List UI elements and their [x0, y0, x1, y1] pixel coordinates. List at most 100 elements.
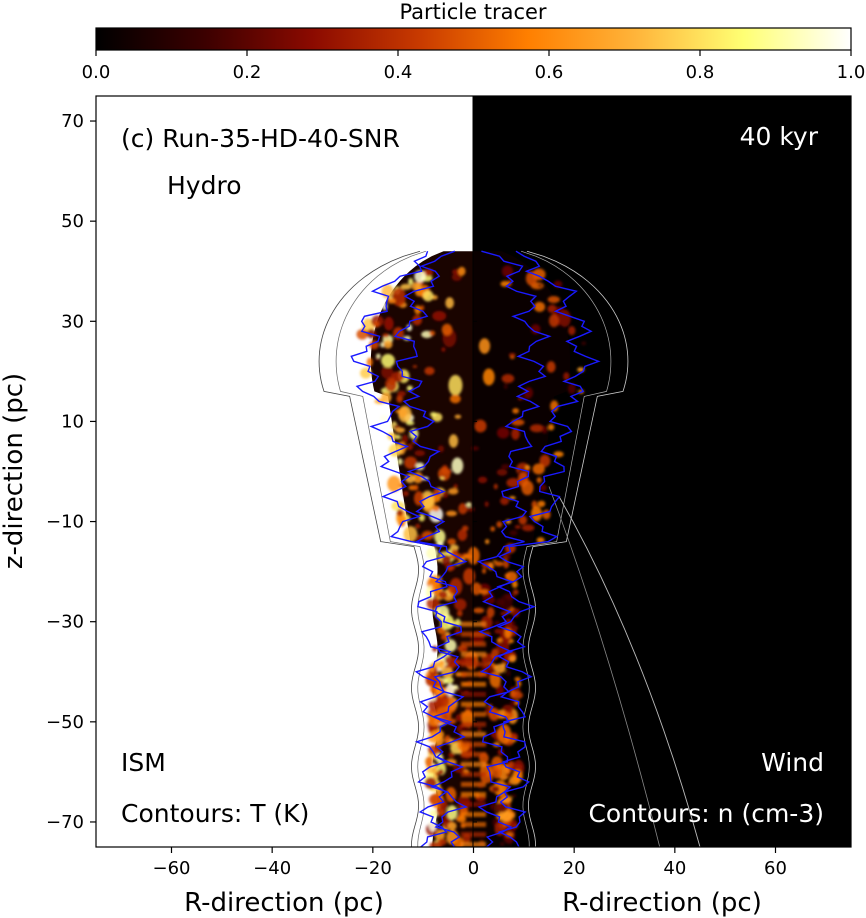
tracer-blob	[385, 377, 397, 392]
tracer-blob	[505, 571, 518, 582]
tracer-blob	[414, 450, 426, 457]
tracer-blob	[375, 353, 381, 359]
tracer-blob	[441, 347, 446, 352]
tracer-blob	[514, 525, 521, 529]
x-tick-label: 20	[563, 858, 586, 879]
tracer-blob	[533, 301, 546, 313]
tracer-blob	[505, 593, 516, 601]
tracer-blob	[383, 339, 393, 349]
tracer-blob	[505, 670, 511, 676]
tracer-blob	[511, 428, 520, 440]
tracer-blob	[466, 502, 472, 508]
tracer-blob	[449, 394, 461, 404]
tracer-blob	[415, 523, 421, 529]
tracer-blob	[532, 463, 545, 475]
tracer-blob	[426, 547, 439, 560]
density-contour-inner	[476, 250, 552, 847]
tracer-blob	[509, 655, 517, 663]
tracer-blob	[491, 785, 500, 793]
tracer-blob	[494, 663, 506, 674]
tracer-blob	[512, 408, 520, 414]
plume-core-right	[473, 251, 571, 847]
tracer-blob	[437, 445, 445, 453]
tracer-blob	[396, 394, 403, 403]
x-axis-label-left: R-direction (pc)	[184, 888, 384, 918]
tracer-blob	[500, 464, 510, 469]
left-contours-label: Contours: T (K)	[121, 799, 309, 828]
run-label: (c) Run-35-HD-40-SNR	[121, 124, 400, 153]
tracer-blob	[420, 305, 425, 311]
tracer-blob	[511, 418, 525, 426]
tracer-blob	[422, 290, 434, 302]
tracer-blob	[437, 769, 444, 775]
tracer-blob	[448, 374, 463, 396]
tracer-blob	[508, 760, 515, 768]
tracer-blob	[395, 409, 401, 413]
tracer-blob	[439, 476, 445, 480]
wind-label: Wind	[761, 748, 824, 777]
x-tick-label: −20	[354, 858, 392, 879]
tracer-blob	[490, 526, 496, 532]
colorbar-tick-label: 1.0	[837, 62, 866, 83]
tracer-blob	[536, 477, 542, 483]
tracer-blob	[530, 324, 541, 335]
tracer-blob	[381, 353, 395, 368]
tracer-blob	[401, 434, 409, 444]
tracer-blob	[496, 802, 509, 813]
contour-lines	[318, 250, 701, 847]
tracer-blob	[447, 821, 457, 831]
tracer-blob	[381, 391, 392, 403]
density-contour-outer	[526, 250, 629, 847]
temperature-contour-outer	[318, 250, 421, 847]
tracer-blob	[404, 456, 418, 469]
tracer-blob	[414, 270, 426, 283]
tracer-blob	[494, 561, 504, 567]
density-contour-inner	[496, 250, 601, 847]
tracer-blob	[466, 506, 475, 512]
wind-shock-contour	[548, 486, 661, 847]
tracer-blob	[366, 357, 373, 367]
tracer-blob	[412, 314, 423, 326]
tracer-blob	[432, 310, 447, 322]
colorbar-tick-label: 0.2	[233, 62, 262, 83]
tracer-blob	[402, 490, 409, 497]
tracer-blob	[486, 606, 495, 618]
tracer-blob	[441, 323, 453, 336]
tracer-blob	[403, 526, 418, 543]
tracer-blob	[506, 782, 512, 786]
y-tick-label: 50	[61, 211, 84, 232]
tracer-blob	[531, 505, 542, 522]
right-contours-label: Contours: n (cm-3)	[588, 799, 824, 828]
tracer-blob	[397, 407, 408, 418]
colorbar-tick-label: 0.8	[686, 62, 715, 83]
tracer-blob	[449, 544, 459, 551]
tracer-blob	[447, 538, 457, 545]
tracer-blob	[425, 756, 434, 768]
tracer-blob	[506, 477, 520, 488]
colorbar-tick-label: 0.6	[535, 62, 564, 83]
tracer-blob	[446, 805, 458, 821]
tracer-blob	[482, 368, 495, 386]
tracer-blob	[492, 560, 497, 563]
tracer-blob	[429, 506, 444, 523]
tracer-blob	[379, 414, 389, 422]
tracer-blob	[511, 608, 520, 618]
tracer-blob	[496, 637, 503, 643]
y-axis-ticks: 70 50 30 10 −10 −30 −50 −70	[46, 111, 477, 833]
tracer-blob	[498, 810, 512, 822]
tracer-blob	[445, 297, 454, 309]
tracer-blob	[382, 333, 390, 338]
tracer-blob	[458, 503, 468, 515]
plot-area	[95, 95, 852, 848]
tracer-blob	[462, 648, 468, 653]
tracer-blob	[395, 427, 406, 433]
tracer-blob	[477, 476, 488, 484]
colorbar-ticks: 0.0 0.2 0.4 0.6 0.8 1.0	[82, 50, 866, 83]
tracer-blob	[360, 367, 372, 379]
y-tick-label: −10	[46, 512, 84, 533]
tracer-blob	[455, 688, 462, 693]
tracer-blob	[496, 468, 508, 476]
tracer-blob	[451, 273, 462, 281]
tracer-blob	[440, 694, 450, 707]
